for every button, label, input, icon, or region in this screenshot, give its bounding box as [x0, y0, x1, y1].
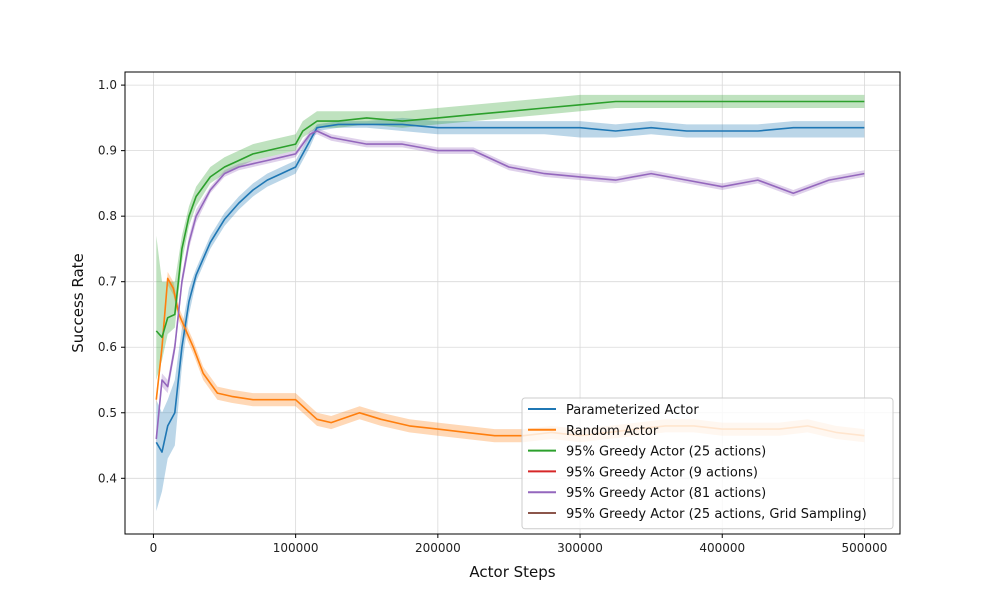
axis-ticks: 0 100000 200000 300000 400000 500000 0.4 0.5 0.6… — [98, 78, 887, 555]
y-tick-label: 0.9 — [98, 144, 117, 158]
y-tick-label: 0.5 — [98, 406, 117, 420]
x-tick-label: 200000 — [415, 541, 461, 555]
legend-label-4: 95% Greedy Actor (81 actions) — [566, 486, 766, 501]
x-tick-label: 500000 — [842, 541, 888, 555]
legend-label-1: Random Actor — [566, 424, 659, 439]
series-line-0 — [155, 123, 865, 453]
grid — [125, 72, 900, 534]
x-tick-label: 100000 — [273, 541, 319, 555]
plot-area-frame — [124, 71, 901, 535]
legend-label-3: 95% Greedy Actor (9 actions) — [566, 465, 758, 480]
x-tick-label: 0 — [150, 541, 158, 555]
series-line-2 — [155, 100, 865, 339]
x-tick-label: 400000 — [699, 541, 745, 555]
x-axis-title: Actor Steps — [469, 563, 555, 581]
legend-label-2: 95% Greedy Actor (25 actions) — [566, 445, 766, 460]
series-band-2 — [156, 94, 865, 381]
x-tick-label: 300000 — [557, 541, 603, 555]
y-tick-label: 0.7 — [98, 275, 117, 289]
series-lines — [155, 100, 865, 453]
y-axis-title: Success Rate — [69, 253, 87, 353]
y-tick-label: 1.0 — [98, 78, 117, 92]
y-tick-label: 0.4 — [98, 471, 117, 485]
series-line-4 — [155, 130, 865, 440]
y-tick-label: 0.6 — [98, 340, 117, 354]
legend-frame — [521, 397, 894, 530]
legend-label-0: Parameterized Actor — [566, 403, 699, 418]
legend-label-5: 95% Greedy Actor (25 actions, Grid Sampl… — [566, 507, 867, 522]
legend: Parameterized Actor Random Actor 95% Greed… — [521, 397, 894, 530]
y-tick-label: 0.8 — [98, 209, 117, 223]
